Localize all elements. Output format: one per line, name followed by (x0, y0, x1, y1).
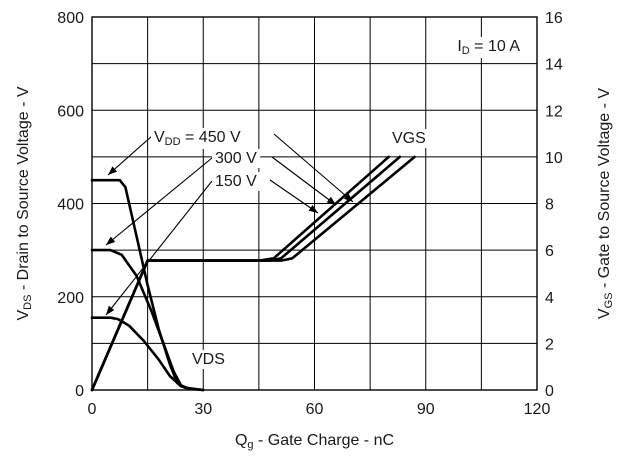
vdd-450-label: VDD = 450 V (154, 129, 241, 148)
vdd-450-to-vgs-arrowhead (343, 193, 353, 202)
vdd-300-to-vds-arrowhead (106, 236, 116, 245)
grid-lines (92, 17, 537, 390)
condition-label: ID = 10 A (457, 38, 520, 57)
vdd-150-to-vgs-arrowhead (308, 205, 318, 213)
y-right-tick-label: 2 (545, 336, 554, 353)
x-tick-label: 90 (417, 401, 435, 418)
y-right-tick-label: 0 (545, 383, 554, 400)
y-right-tick-label: 8 (545, 197, 554, 214)
y-left-tick-label: 0 (75, 383, 84, 400)
y-left-tick-label: 600 (57, 103, 84, 120)
vdd-150-to-vds-arrowhead (106, 305, 115, 315)
vdd-300-to-vds-leader (105, 157, 213, 246)
vds-label: VDS (192, 351, 225, 368)
plot-frame (91, 16, 538, 391)
vdd-150-to-vds-leader (105, 180, 213, 316)
curves (90, 155, 416, 392)
y-right-tick-label: 12 (545, 103, 563, 120)
vdd-450-to-vds-leader (107, 135, 153, 176)
vgs-line-0 (90, 155, 390, 392)
vdd-150-label: 150 V (215, 173, 257, 190)
vdd-450-to-vgs-leader (273, 133, 354, 203)
y-right-tick-label: 14 (545, 57, 563, 74)
vdd-300-label: 300 V (215, 150, 257, 167)
y-right-axis-label: VGS - Gate to Source Voltage - V (596, 88, 615, 319)
x-tick-label: 60 (306, 401, 324, 418)
y-right-tick-label: 4 (545, 290, 554, 307)
y-left-tick-label: 400 (57, 197, 84, 214)
vdd-150-to-vgs-leader (269, 179, 319, 214)
vds-line-2 (90, 316, 205, 392)
x-tick-label: 30 (194, 401, 212, 418)
vdd-450-to-vds-arrowhead (108, 166, 118, 175)
vgs-line-2 (90, 155, 416, 392)
vdd-300-to-vgs-leader (271, 156, 337, 206)
y-right-tick-label: 10 (545, 150, 563, 167)
annotations (105, 133, 354, 316)
vgs-label: VGS (392, 130, 426, 147)
x-tick-label: 120 (524, 401, 551, 418)
y-left-tick-label: 800 (57, 10, 84, 27)
y-left-axis-label: VDS - Drain to Source Voltage - V (15, 86, 34, 320)
y-left-tick-label: 200 (57, 290, 84, 307)
x-tick-label: 0 (88, 401, 97, 418)
vgs-label-background (390, 129, 428, 148)
x-axis-label: Qg - Gate Charge - nC (235, 432, 394, 451)
vdd-450-label-background (151, 128, 244, 149)
condition-label-background (453, 37, 525, 58)
vdd-300-label-background (212, 149, 261, 168)
y-right-tick-label: 6 (545, 243, 554, 260)
vds-label-background (190, 350, 227, 369)
vdd-150-label-background (212, 172, 261, 191)
vdd-300-to-vgs-arrowhead (326, 196, 336, 205)
y-right-tick-label: 16 (545, 10, 563, 27)
